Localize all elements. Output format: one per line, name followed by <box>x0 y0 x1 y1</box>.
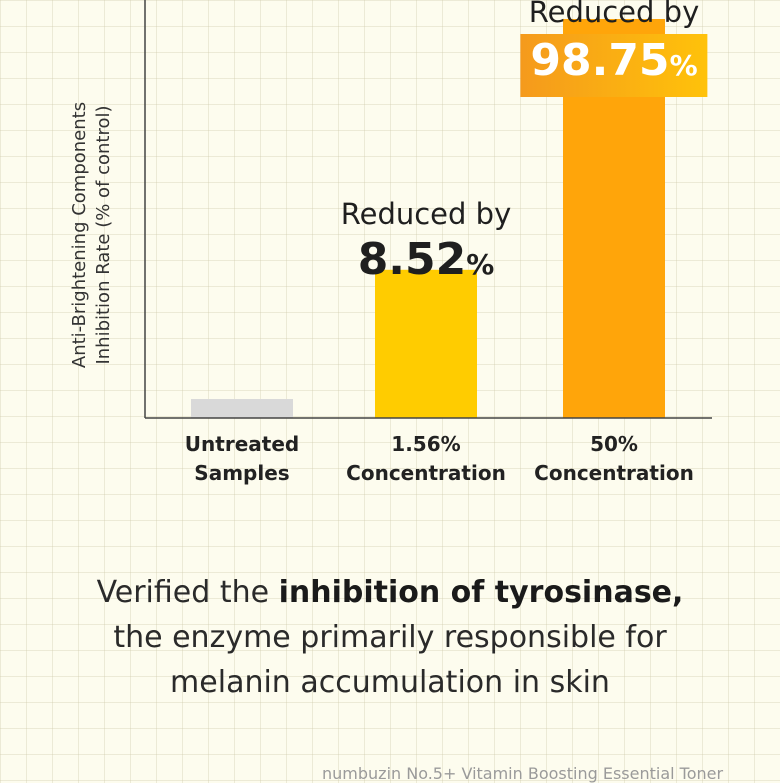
annotation-unit: % <box>466 248 495 281</box>
caption-text: Verified the <box>96 575 279 610</box>
caption-line-2: the enzyme primarily responsible for <box>113 620 667 655</box>
bar-1 <box>375 269 477 418</box>
x-tick-line-2: Samples <box>194 461 290 485</box>
annotation-unit: % <box>669 49 698 82</box>
caption-line-3: melanin accumulation in skin <box>170 665 610 700</box>
y-axis-label: Anti-Brightening Components Inhibition R… <box>68 102 116 368</box>
annotation-1-56: Reduced by 8.52% <box>341 196 511 297</box>
y-axis-label-line-2: Inhibition Rate (% of control) <box>93 105 114 365</box>
x-tick-label-untreated: Untreated Samples <box>152 430 332 488</box>
annotation-number: 8.52 <box>357 234 467 285</box>
annotation-label: Reduced by <box>340 197 512 231</box>
x-tick-line-1: 50% <box>590 432 638 456</box>
annotation-value-highlight: 98.75% <box>520 34 708 97</box>
annotation-value: 8.52% <box>341 232 511 297</box>
caption-bold-text: inhibition of tyrosinase, <box>278 575 684 610</box>
x-tick-line-2: Concentration <box>534 461 694 485</box>
x-tick-label-1-56: 1.56% Concentration <box>336 430 516 488</box>
product-footer: numbuzin No.5+ Vitamin Boosting Essentia… <box>322 764 724 783</box>
x-tick-line-1: 1.56% <box>391 432 461 456</box>
x-tick-label-50: 50% Concentration <box>524 430 704 488</box>
x-tick-line-1: Untreated <box>184 432 300 456</box>
caption-line-1: Verified the inhibition of tyrosinase, <box>0 570 780 615</box>
annotation-label: Reduced by <box>528 0 700 29</box>
caption: Verified the inhibition of tyrosinase, t… <box>0 570 780 705</box>
annotation-50: Reduced by 98.75% <box>520 0 708 97</box>
annotation-number: 98.75 <box>530 35 670 86</box>
y-axis-label-line-1: Anti-Brightening Components <box>69 101 90 369</box>
bar-0 <box>191 399 293 418</box>
x-tick-line-2: Concentration <box>346 461 506 485</box>
bar-chart: Anti-Brightening Components Inhibition R… <box>68 0 712 488</box>
